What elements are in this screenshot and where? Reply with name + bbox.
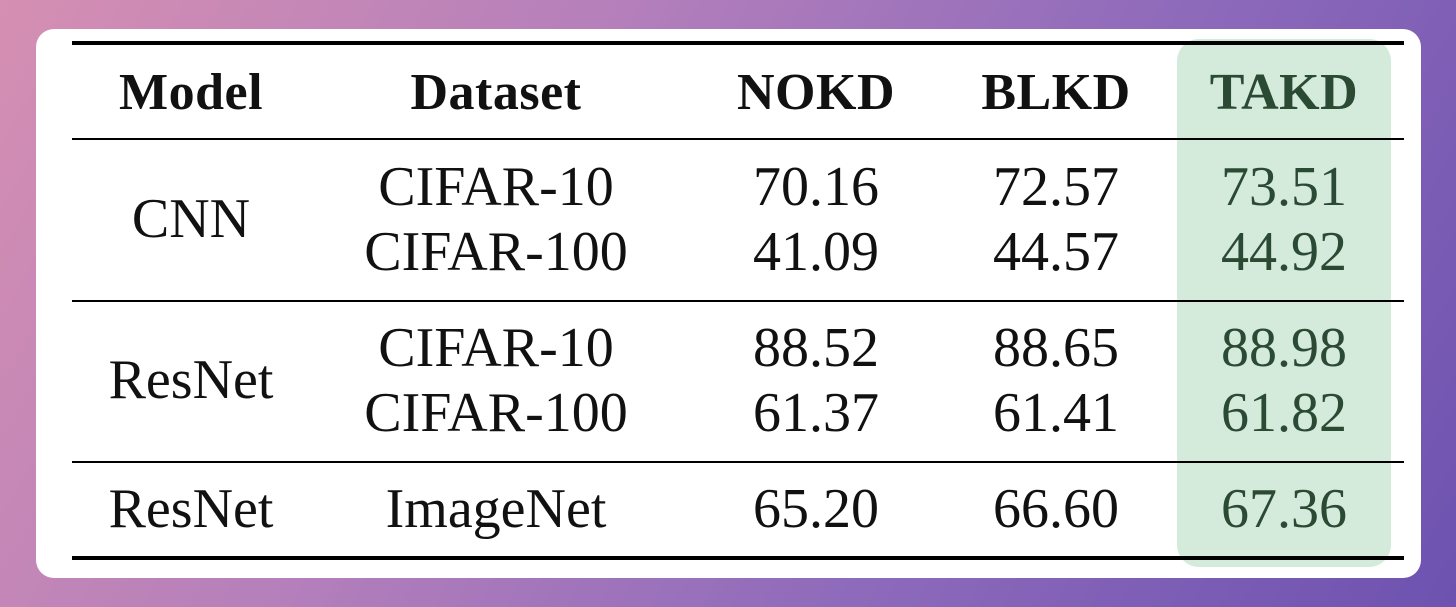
table-cell-takd: 73.51 xyxy=(1221,156,1347,218)
header-model: Model xyxy=(118,64,264,121)
table-cell-takd: 61.82 xyxy=(1221,382,1347,444)
header-dataset: Dataset xyxy=(410,64,582,121)
group-3-model: ResNet xyxy=(108,478,274,540)
table-bottom-rule xyxy=(72,556,1404,560)
table-cell-nokd: 61.37 xyxy=(753,382,879,444)
table-cell-takd: 44.92 xyxy=(1221,221,1347,283)
takd-column-highlight xyxy=(1177,39,1391,567)
table-cell-dataset: CIFAR-100 xyxy=(364,221,628,283)
table-top-rule xyxy=(72,41,1404,45)
table-cell-blkd: 61.41 xyxy=(993,382,1119,444)
table-cell-nokd: 65.20 xyxy=(753,478,879,540)
table-header-rule xyxy=(72,138,1404,140)
table-cell-nokd: 41.09 xyxy=(753,221,879,283)
group-1-model: CNN xyxy=(131,188,251,250)
table-cell-dataset: ImageNet xyxy=(385,478,607,540)
table-cell-nokd: 88.52 xyxy=(753,317,879,379)
group-divider-2 xyxy=(72,461,1404,463)
header-blkd: BLKD xyxy=(981,64,1131,121)
table-cell-takd: 67.36 xyxy=(1221,478,1347,540)
group-divider-1 xyxy=(72,300,1404,302)
table-cell-blkd: 44.57 xyxy=(993,221,1119,283)
table-cell-nokd: 70.16 xyxy=(753,156,879,218)
table-cell-takd: 88.98 xyxy=(1221,317,1347,379)
table-cell-dataset: CIFAR-10 xyxy=(378,156,614,218)
table-cell-blkd: 88.65 xyxy=(993,317,1119,379)
header-takd: TAKD xyxy=(1209,64,1359,121)
results-table-card: Model Dataset NOKD BLKD TAKD CNN CIFAR-1… xyxy=(36,29,1421,578)
header-nokd: NOKD xyxy=(737,64,895,121)
table-cell-dataset: CIFAR-100 xyxy=(364,382,628,444)
table-cell-dataset: CIFAR-10 xyxy=(378,317,614,379)
group-2-model: ResNet xyxy=(108,349,274,411)
table-cell-blkd: 72.57 xyxy=(993,156,1119,218)
table-cell-blkd: 66.60 xyxy=(993,478,1119,540)
